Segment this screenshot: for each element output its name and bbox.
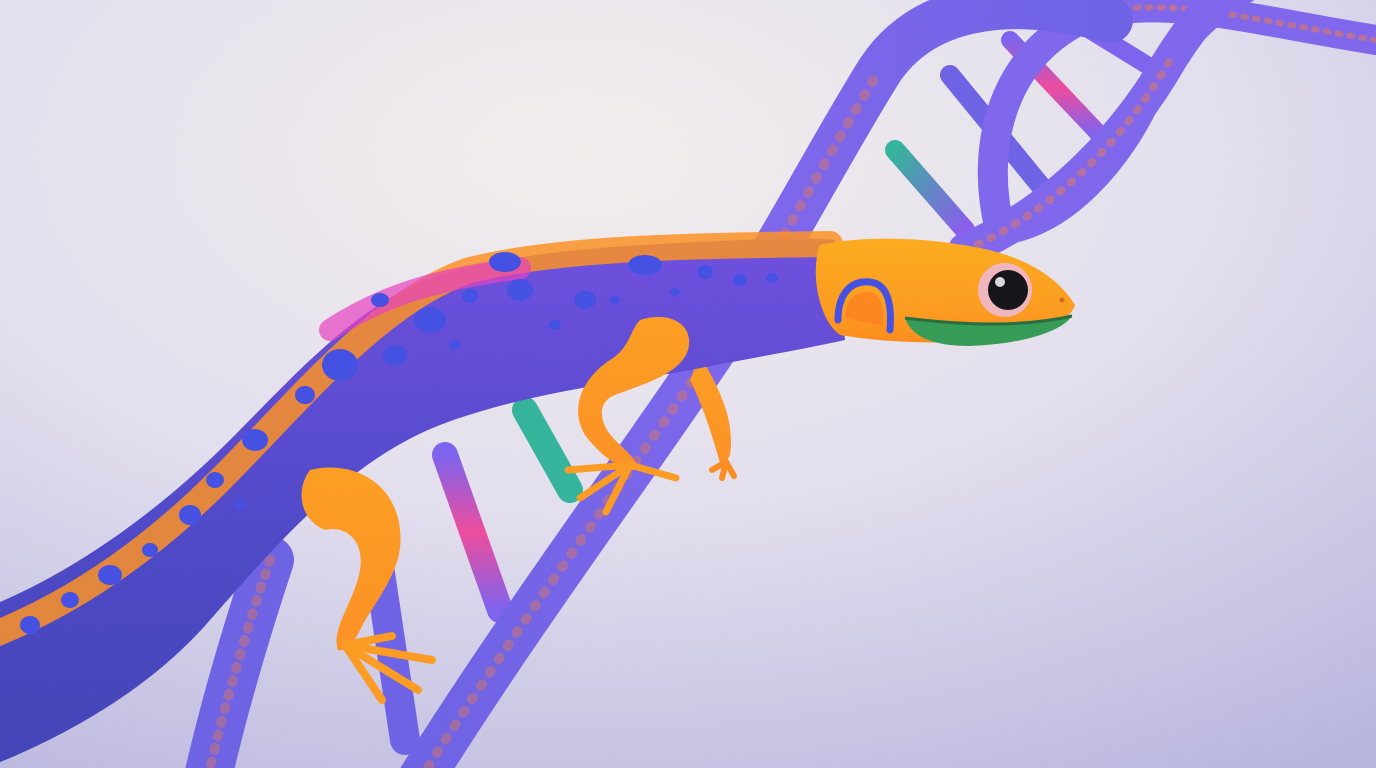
grain-texture [0, 0, 1376, 768]
illustration-canvas [0, 0, 1376, 768]
salamander-dna-illustration [0, 0, 1376, 768]
